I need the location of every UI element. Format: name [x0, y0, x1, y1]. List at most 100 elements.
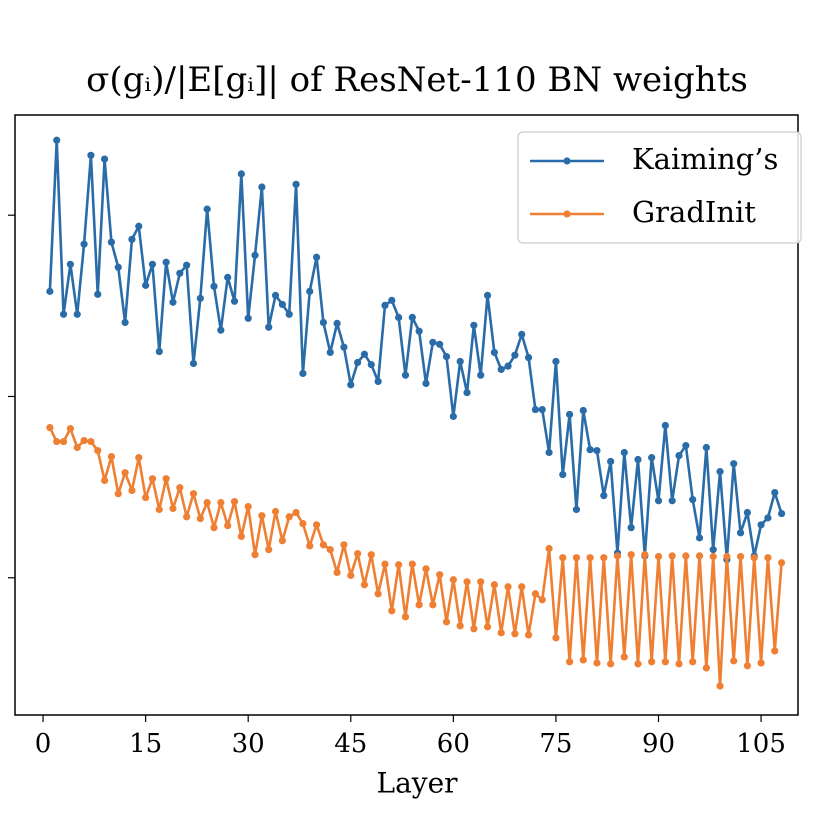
data-point: [360, 581, 369, 589]
data-point: [237, 532, 245, 541]
data-point: [613, 552, 622, 560]
data-point: [203, 205, 211, 213]
data-point: [401, 371, 410, 379]
data-point: [607, 457, 615, 466]
data-point: [176, 484, 184, 492]
x-tick-label: 45: [334, 729, 367, 759]
data-point: [531, 405, 540, 414]
data-point: [340, 343, 348, 351]
data-point: [682, 441, 690, 450]
data-point: [442, 352, 451, 361]
data-point: [456, 357, 464, 366]
data-point: [395, 561, 403, 569]
data-point: [579, 406, 587, 415]
data-point: [128, 235, 136, 243]
data-point: [224, 273, 232, 281]
data-point: [381, 301, 389, 309]
data-point: [142, 493, 150, 502]
data-point: [620, 653, 628, 661]
data-point: [607, 660, 615, 668]
data-point: [278, 300, 286, 309]
data-point: [524, 353, 533, 362]
data-point: [333, 568, 341, 577]
data-point: [483, 291, 492, 300]
data-point: [94, 290, 102, 298]
x-tick-label: 105: [736, 729, 786, 759]
data-point: [648, 454, 656, 462]
data-point: [244, 502, 252, 511]
data-point: [135, 222, 143, 230]
data-point: [531, 590, 540, 598]
x-tick-label: 15: [129, 729, 162, 759]
data-point: [148, 475, 157, 483]
data-point: [600, 491, 608, 500]
data-point: [217, 326, 225, 334]
data-point: [299, 519, 307, 528]
data-point: [265, 323, 273, 331]
data-point: [449, 576, 457, 584]
data-point: [648, 658, 656, 666]
data-point: [265, 546, 273, 554]
data-point: [53, 136, 61, 144]
data-point: [654, 497, 663, 505]
data-point: [46, 423, 54, 432]
data-point: [258, 512, 266, 520]
data-point: [593, 446, 601, 455]
data-point: [723, 552, 731, 561]
data-point: [162, 475, 170, 483]
data-point: [66, 425, 74, 433]
data-point: [360, 350, 369, 358]
data-point: [162, 258, 170, 266]
data-point: [196, 515, 204, 523]
data-point: [483, 623, 492, 631]
data-point: [634, 455, 642, 464]
data-point: [46, 287, 54, 295]
data-point: [757, 659, 765, 667]
data-point: [333, 319, 341, 328]
data-point: [764, 514, 772, 522]
data-point: [367, 551, 375, 559]
data-point: [292, 180, 300, 188]
data-point: [374, 590, 382, 598]
legend-label: Kaiming’s: [632, 142, 778, 176]
data-point: [518, 330, 526, 339]
data-point: [251, 551, 259, 559]
data-point: [415, 327, 423, 335]
data-point: [777, 559, 786, 567]
data-point: [73, 310, 81, 318]
legend-marker: [563, 157, 571, 165]
data-point: [114, 263, 122, 271]
data-point: [524, 631, 533, 639]
data-point: [155, 505, 163, 514]
data-point: [579, 656, 587, 664]
data-point: [504, 583, 512, 591]
data-point: [326, 546, 334, 554]
data-point: [470, 625, 478, 633]
data-point: [217, 498, 225, 507]
data-point: [771, 647, 779, 655]
data-point: [306, 542, 314, 550]
data-point: [627, 551, 635, 559]
data-point: [73, 443, 81, 452]
data-point: [572, 554, 581, 562]
data-point: [388, 296, 396, 304]
data-point: [552, 634, 560, 642]
data-point: [641, 551, 649, 559]
data-point: [367, 360, 375, 369]
data-point: [600, 554, 608, 562]
data-point: [552, 357, 560, 366]
data-point: [559, 470, 567, 479]
data-point: [107, 238, 116, 246]
data-point: [565, 410, 574, 419]
data-point: [661, 658, 669, 666]
data-point: [183, 261, 191, 269]
legend-label: GradInit: [632, 195, 756, 229]
data-point: [319, 318, 328, 327]
data-point: [634, 660, 642, 668]
data-point: [59, 437, 68, 446]
data-point: [80, 240, 88, 248]
data-point: [504, 362, 512, 370]
data-point: [306, 287, 314, 295]
data-point: [716, 682, 724, 690]
data-point: [299, 369, 307, 378]
